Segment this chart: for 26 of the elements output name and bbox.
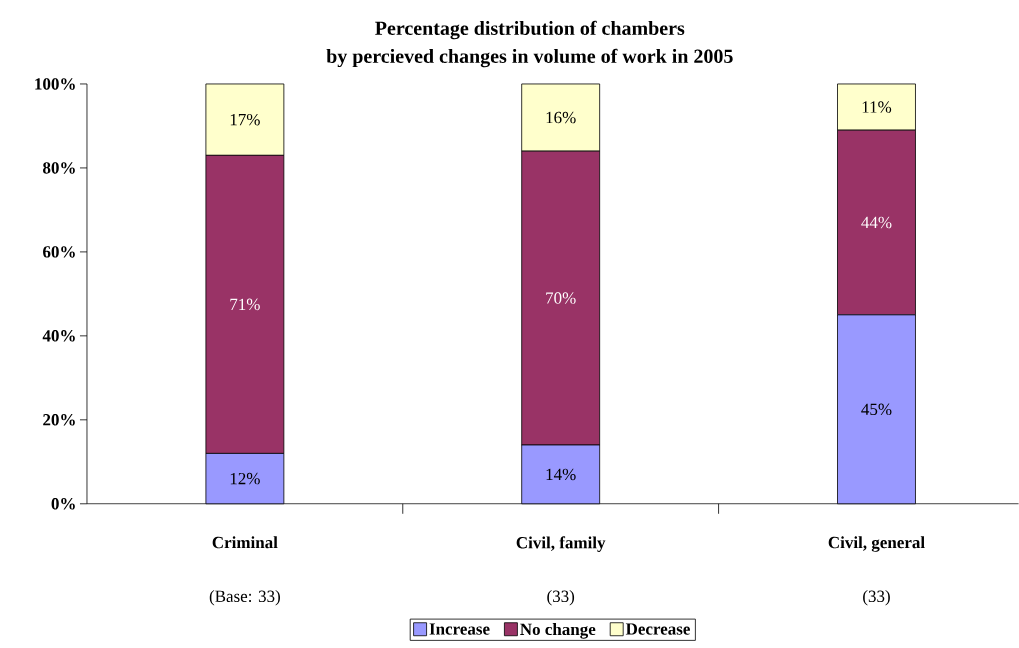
y-tick-label: 0%: [51, 498, 75, 510]
text: (33): [547, 590, 575, 606]
data-label: 70%: [546, 292, 576, 304]
legend-label: Decrease: [625, 623, 690, 635]
data-label: 12%: [230, 472, 260, 485]
chart-title: Percentage distribution of chambers: [375, 20, 685, 40]
x-tick-label: Civil, general: [828, 536, 925, 552]
chart-subtitle: by percieved changes in volume of work in 2005: [326, 48, 733, 68]
y-tick-label: 60%: [43, 246, 75, 258]
y-tick-label: 80%: [43, 162, 75, 174]
data-label: 45%: [861, 403, 892, 416]
data-label: 16%: [546, 111, 576, 124]
text: (33): [863, 590, 890, 606]
legend-label: No change: [520, 623, 596, 639]
data-label: 14%: [546, 468, 576, 481]
y-tick-label: 20%: [43, 414, 75, 426]
x-tick-label: Criminal: [212, 536, 278, 549]
data-label: 71%: [230, 298, 260, 311]
y-tick-label: 100%: [35, 78, 75, 90]
text: (Base: 33): [209, 590, 280, 606]
data-label: 17%: [230, 114, 260, 126]
data-label: 11%: [862, 101, 892, 113]
data-label: 44%: [861, 216, 892, 229]
x-tick-label: Civil, family: [516, 536, 606, 553]
legend-label: Increase: [429, 623, 490, 635]
y-tick-label: 40%: [42, 330, 75, 342]
